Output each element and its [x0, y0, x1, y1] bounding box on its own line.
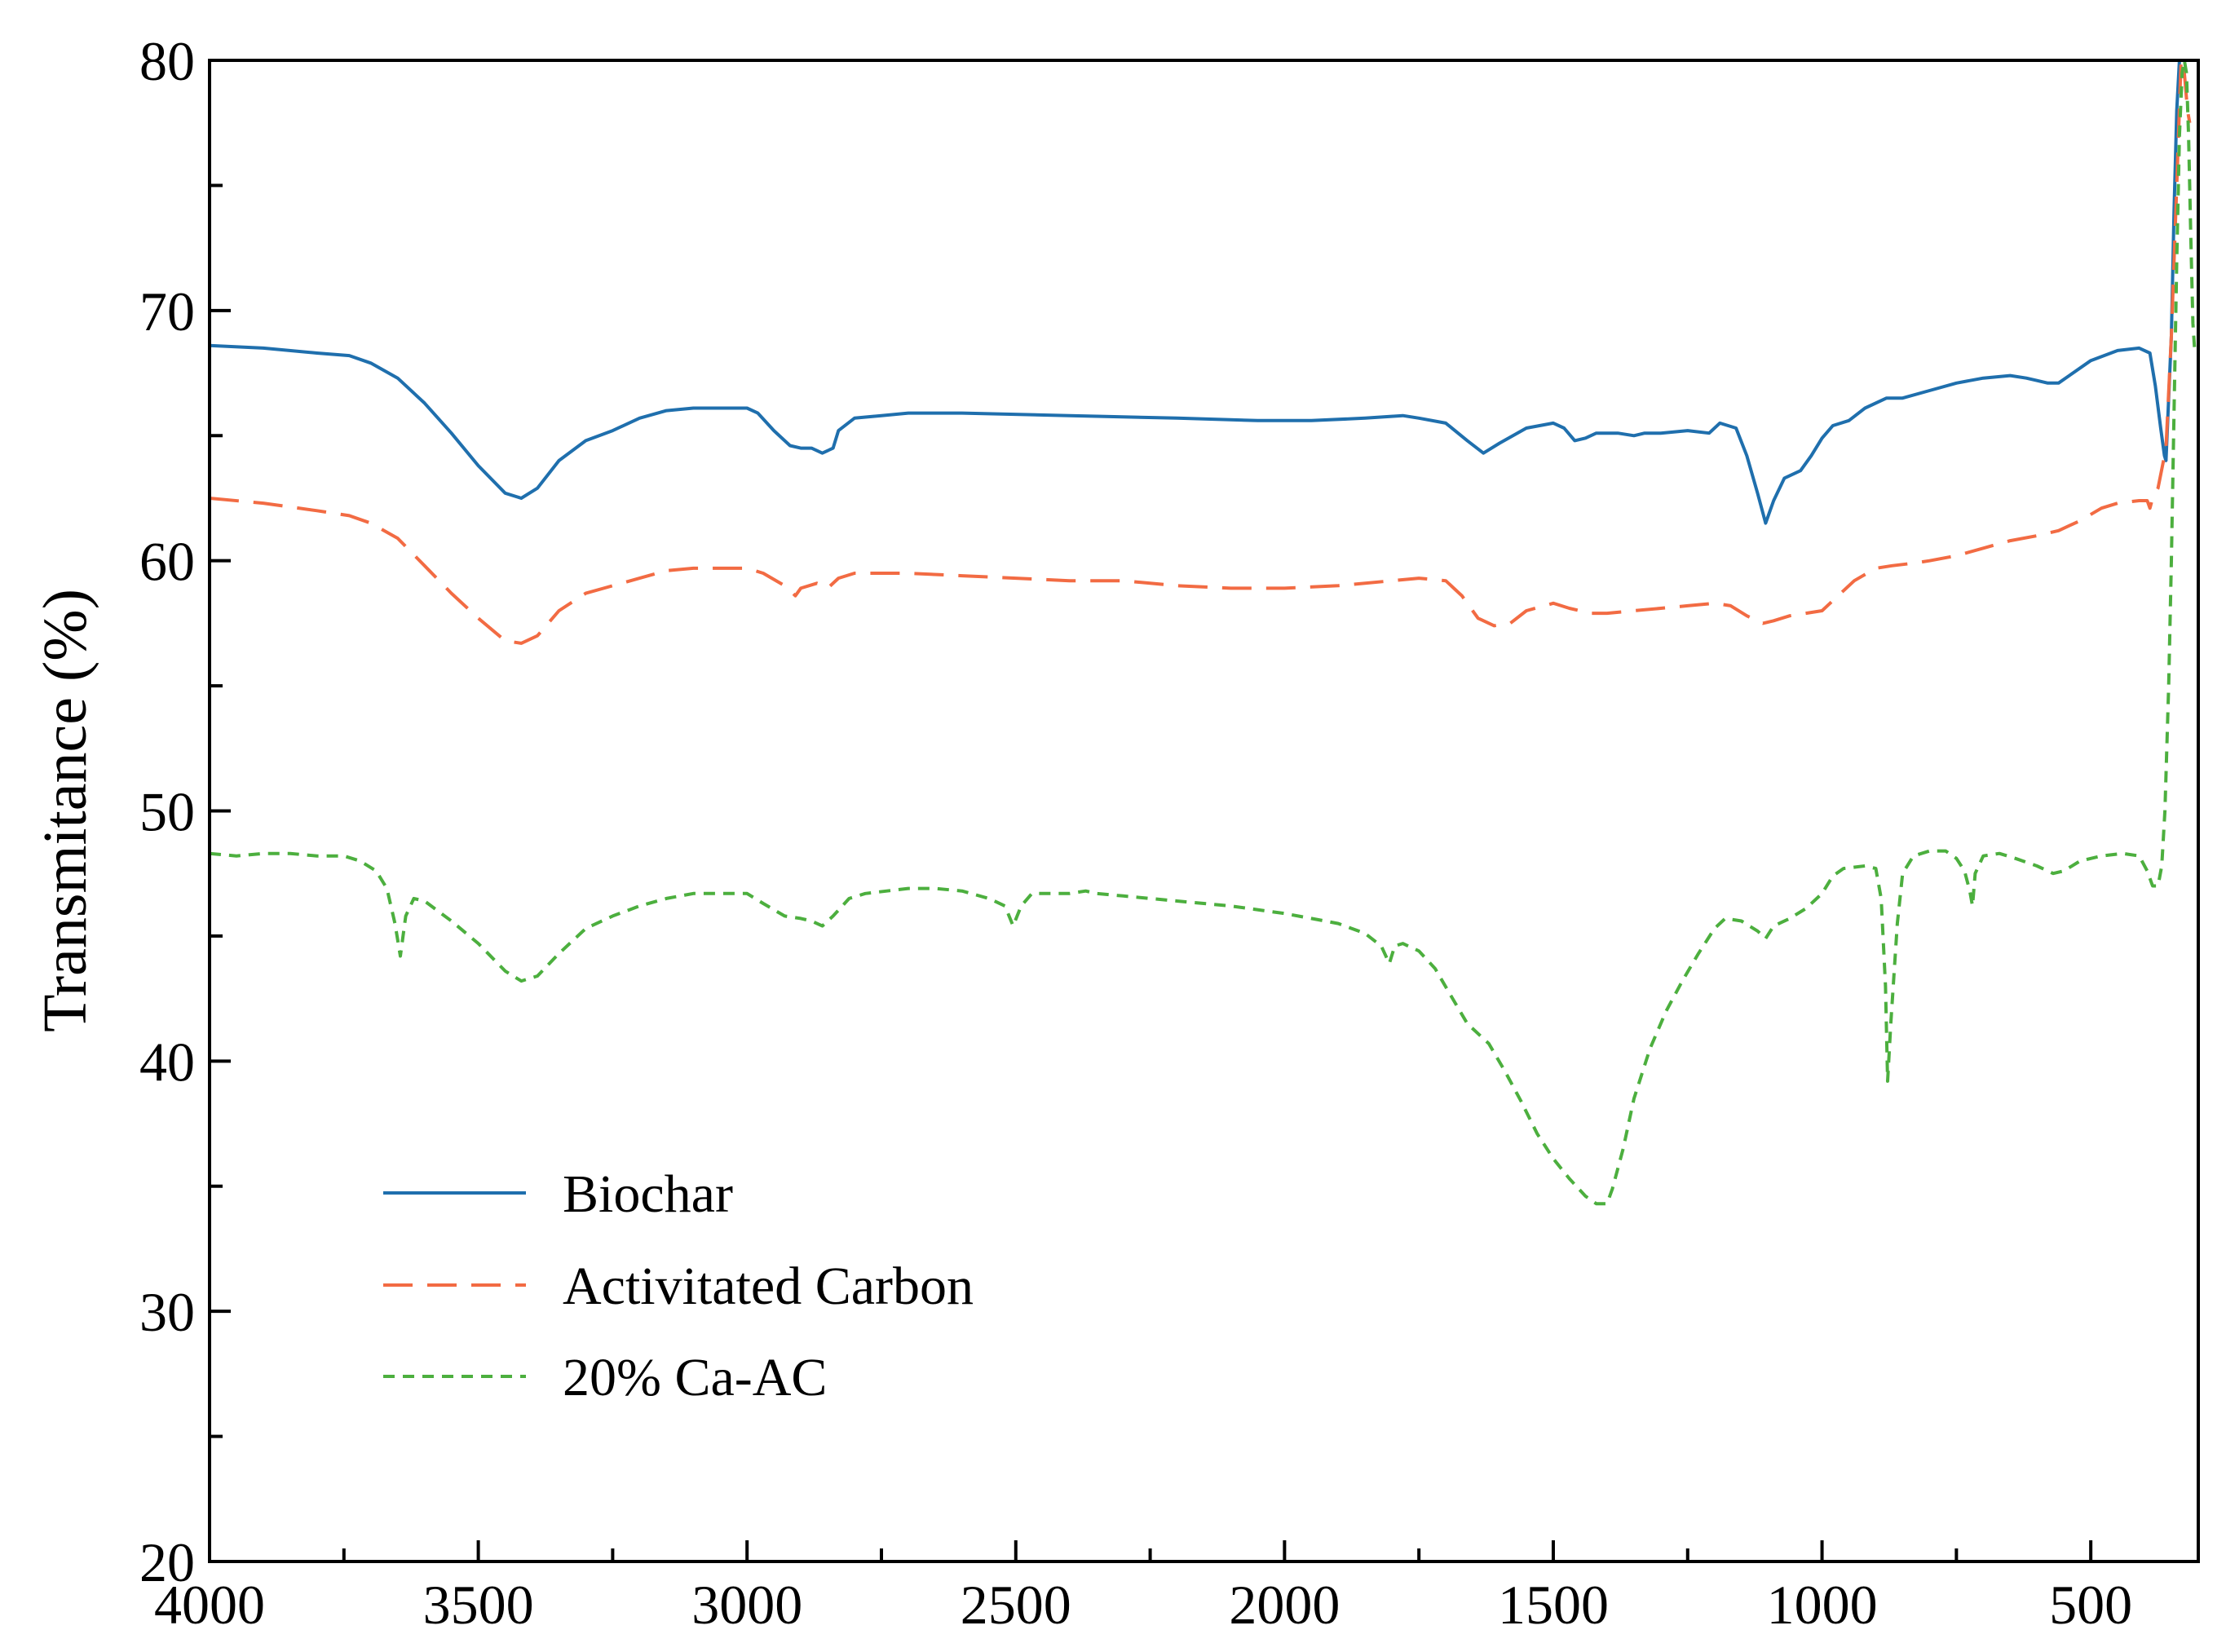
y-axis-title: Transmitance (%) [31, 589, 99, 1032]
series-line-0 [210, 60, 2181, 525]
x-tick-label: 3000 [691, 1574, 802, 1636]
series-line-2 [210, 60, 2197, 1206]
plot-frame [208, 59, 2200, 1563]
y-tick-label: 20 [139, 1531, 195, 1593]
x-tick-label: 4000 [154, 1574, 265, 1636]
series-line-1 [210, 60, 2192, 645]
legend-label-2: 20% Ca-AC [563, 1348, 827, 1407]
x-tick-label: 1500 [1498, 1574, 1609, 1636]
series-layer [210, 60, 2197, 1206]
legend-label-0: Biochar [563, 1164, 733, 1224]
y-tick-label: 80 [139, 30, 195, 92]
y-tick-label: 30 [139, 1281, 195, 1343]
x-tick-label: 3500 [423, 1574, 534, 1636]
x-tick-label: 2000 [1229, 1574, 1340, 1636]
y-tick-label: 50 [139, 781, 195, 843]
ticks-layer: 4000 3500 3000 2500 2000 1500 1000 500 20 30 40 50 6… [139, 30, 2132, 1636]
x-tick-label: 2500 [961, 1574, 1071, 1636]
y-tick-label: 40 [139, 1031, 195, 1093]
x-tick-label: 1000 [1767, 1574, 1878, 1636]
y-tick-label: 60 [139, 531, 195, 593]
x-tick-label: 500 [2049, 1574, 2132, 1636]
legend: Biochar Activitated Carbon 20% Ca-AC [383, 1164, 974, 1407]
legend-label-1: Activitated Carbon [563, 1257, 974, 1316]
y-tick-label: 70 [139, 280, 195, 342]
